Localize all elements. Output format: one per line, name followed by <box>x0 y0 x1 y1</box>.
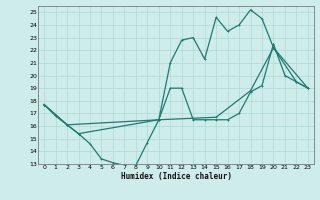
X-axis label: Humidex (Indice chaleur): Humidex (Indice chaleur) <box>121 172 231 181</box>
